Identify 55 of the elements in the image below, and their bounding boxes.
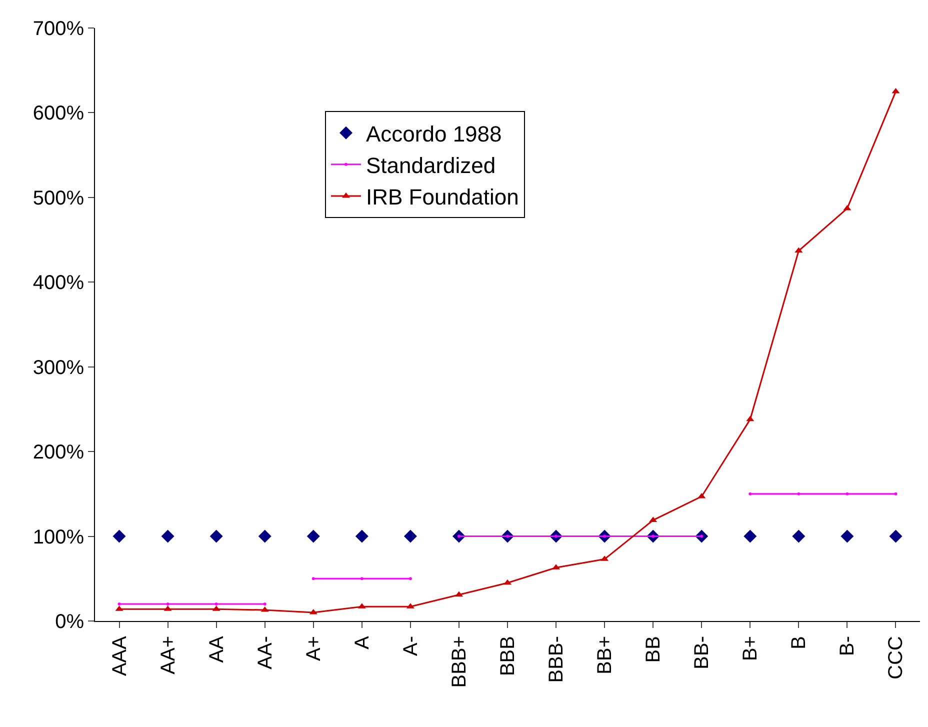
x-tick-label: B [788, 636, 810, 650]
x-tick-label: BBB+ [448, 636, 470, 688]
point [214, 602, 218, 606]
point [355, 530, 368, 543]
point [408, 577, 412, 580]
x-tick-label: AA [206, 635, 228, 663]
point [210, 530, 223, 543]
point [166, 602, 170, 606]
y-tick-label: 600% [32, 102, 84, 125]
y-tick-label: 300% [32, 356, 84, 379]
point [846, 492, 849, 496]
y-tick-label: 400% [32, 272, 84, 294]
point [792, 530, 806, 543]
x-tick-label: CCC [885, 636, 908, 680]
x-tick-label: AAA [108, 635, 131, 676]
x-tick-label: A- [400, 636, 422, 656]
x-tick-label: BBB- [546, 636, 568, 683]
point [312, 577, 315, 580]
point [263, 602, 266, 606]
point [889, 530, 902, 543]
x-tick-label: B- [836, 636, 859, 656]
point [794, 247, 803, 253]
x-tick-label: AA+ [157, 636, 180, 674]
x-tick-label: A+ [302, 636, 325, 662]
x-tick-label: BBB [497, 636, 519, 676]
point [746, 416, 754, 422]
point [112, 530, 126, 543]
y-tick-label: 200% [32, 442, 84, 464]
point [118, 602, 121, 606]
point [797, 492, 800, 496]
x-tick-label: BB+ [594, 636, 616, 674]
legend-label: Standardized [366, 153, 496, 178]
x-tick-label: B+ [740, 636, 762, 662]
point [161, 530, 174, 543]
point [260, 606, 269, 612]
point [840, 530, 854, 543]
y-tick-label: 500% [32, 187, 84, 210]
point [306, 530, 320, 543]
point [894, 492, 898, 496]
y-tick-label: 700% [32, 18, 84, 40]
x-tick-label: BB [642, 636, 665, 663]
point [744, 530, 757, 543]
point [843, 204, 852, 210]
point [748, 492, 752, 496]
y-tick-label: 0% [55, 611, 84, 633]
x-tick-label: AA- [254, 636, 276, 670]
y-tick-label: 100% [32, 526, 84, 548]
point [258, 530, 272, 543]
point [698, 492, 706, 498]
x-tick-label: BB- [691, 636, 714, 670]
x-tick-label: A [351, 635, 374, 650]
legend-label: IRB Foundation [366, 184, 519, 210]
point [360, 577, 364, 580]
point [404, 530, 417, 543]
legend-label: Accordo 1988 [366, 121, 502, 146]
